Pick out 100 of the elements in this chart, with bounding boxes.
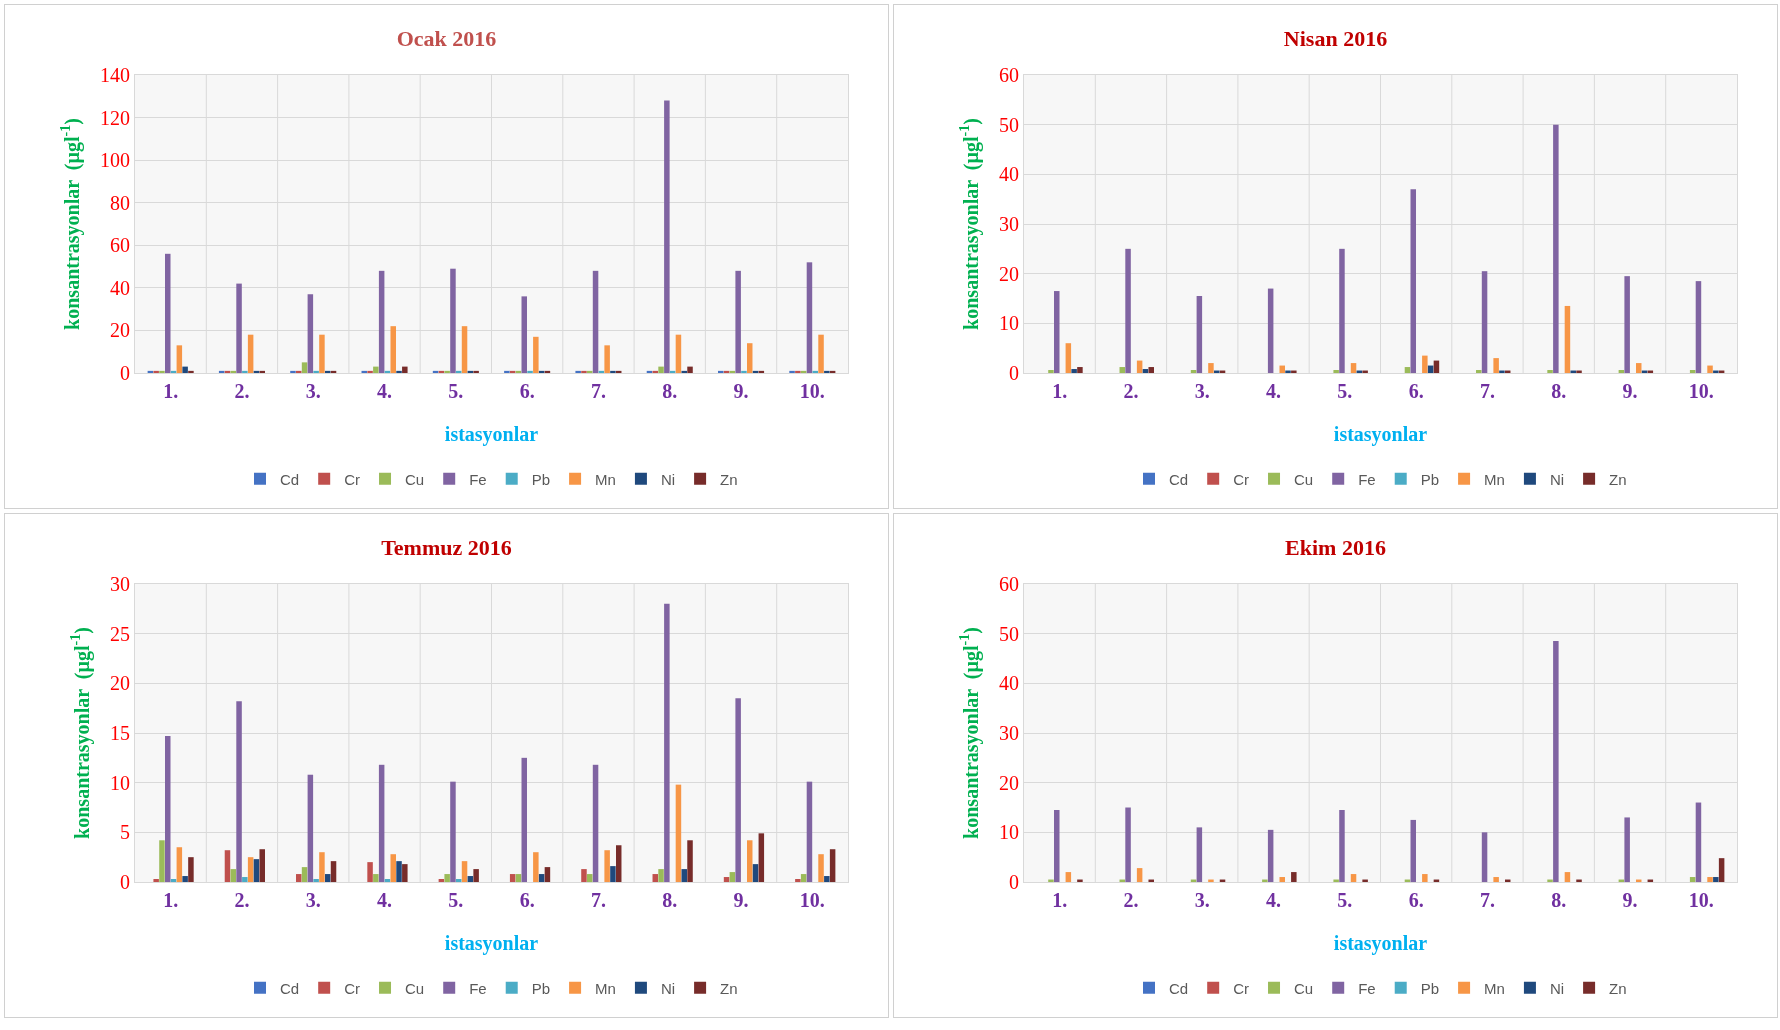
bar bbox=[735, 270, 741, 373]
legend-label: Fe bbox=[1358, 979, 1376, 997]
bar bbox=[824, 876, 830, 882]
bar bbox=[301, 362, 308, 373]
bar bbox=[1493, 358, 1499, 373]
chart-title: Ocak 2016 bbox=[396, 25, 497, 51]
legend-label: Pb bbox=[1420, 470, 1440, 488]
legend-label: Cr bbox=[1233, 470, 1250, 488]
bar bbox=[384, 879, 391, 882]
bar bbox=[1339, 809, 1345, 882]
bar bbox=[1618, 370, 1625, 373]
bar bbox=[159, 370, 165, 373]
legend-label: Zn bbox=[720, 979, 738, 997]
bar bbox=[1054, 809, 1060, 882]
bar bbox=[1481, 271, 1488, 373]
bar bbox=[367, 862, 373, 882]
y-tick-label: 20 bbox=[110, 319, 130, 342]
bar bbox=[587, 370, 593, 373]
bar bbox=[1553, 641, 1559, 882]
bar bbox=[450, 781, 456, 882]
bar bbox=[675, 784, 682, 882]
bar bbox=[444, 874, 450, 882]
x-tick-label: 6. bbox=[519, 380, 535, 402]
bar bbox=[527, 370, 533, 373]
x-tick-label: 3. bbox=[305, 889, 321, 911]
chart-title: Nisan 2016 bbox=[1283, 25, 1388, 51]
bar bbox=[746, 840, 753, 882]
bar bbox=[723, 877, 730, 882]
bar bbox=[1291, 872, 1297, 882]
bar bbox=[396, 861, 402, 882]
bar bbox=[615, 845, 622, 882]
bar bbox=[681, 370, 687, 373]
x-tick-label: 2. bbox=[234, 380, 250, 402]
x-tick-label: 9. bbox=[733, 889, 749, 911]
x-axis-title: istasyonlar bbox=[444, 422, 539, 446]
y-tick-label: 20 bbox=[110, 672, 130, 695]
x-tick-label: 6. bbox=[519, 889, 535, 911]
bar bbox=[253, 859, 260, 882]
bar bbox=[390, 854, 396, 882]
bar bbox=[247, 334, 254, 373]
bar bbox=[658, 366, 664, 373]
bar bbox=[1718, 858, 1725, 882]
bar bbox=[587, 874, 593, 882]
bar bbox=[230, 869, 237, 882]
legend-label: Zn bbox=[720, 470, 738, 488]
chart-title: Temmuz 2016 bbox=[381, 534, 512, 560]
bar bbox=[159, 840, 165, 882]
bar bbox=[818, 334, 824, 373]
y-tick-label: 120 bbox=[100, 106, 130, 129]
bar bbox=[1267, 288, 1274, 373]
bar bbox=[1707, 365, 1713, 373]
bar bbox=[247, 857, 254, 882]
legend-label: Cd bbox=[280, 470, 300, 488]
bar bbox=[1065, 872, 1072, 882]
bar bbox=[307, 294, 314, 373]
bar bbox=[170, 879, 177, 882]
legend-label: Fe bbox=[1358, 470, 1376, 488]
bar bbox=[296, 874, 302, 882]
bar bbox=[438, 879, 445, 882]
x-tick-label: 10. bbox=[1688, 889, 1714, 911]
y-tick-label: 40 bbox=[999, 672, 1019, 695]
x-tick-label: 4. bbox=[1266, 380, 1282, 402]
bar bbox=[741, 370, 747, 373]
x-tick-label: 7. bbox=[1479, 380, 1495, 402]
bar bbox=[444, 370, 450, 373]
x-tick-label: 8. bbox=[1551, 380, 1567, 402]
bar bbox=[758, 833, 765, 882]
bar bbox=[1333, 370, 1339, 373]
bar bbox=[242, 877, 248, 882]
x-tick-label: 2. bbox=[234, 889, 250, 911]
x-tick-label: 9. bbox=[1622, 889, 1638, 911]
y-tick-label: 10 bbox=[999, 312, 1019, 335]
bar bbox=[824, 370, 830, 373]
bar bbox=[182, 876, 188, 882]
x-tick-label: 7. bbox=[590, 380, 606, 402]
y-tick-label: 25 bbox=[110, 622, 130, 645]
bar bbox=[718, 370, 724, 373]
legend-label: Mn bbox=[1484, 979, 1505, 997]
y-tick-label: 0 bbox=[1009, 871, 1019, 893]
bar bbox=[1077, 367, 1083, 373]
bar bbox=[1048, 370, 1054, 373]
y-tick-label: 30 bbox=[999, 722, 1019, 744]
bar bbox=[1422, 355, 1428, 373]
bar bbox=[1267, 829, 1274, 882]
bar bbox=[402, 864, 408, 882]
x-tick-label: 4. bbox=[1266, 889, 1282, 911]
bar bbox=[1564, 305, 1571, 373]
bar bbox=[330, 861, 337, 882]
x-axis-title: istasyonlar bbox=[1333, 422, 1428, 446]
legend-label: Pb bbox=[531, 470, 551, 488]
bar bbox=[515, 874, 522, 882]
bar bbox=[402, 366, 408, 373]
bar bbox=[319, 334, 325, 373]
bar bbox=[664, 603, 670, 882]
legend-label: Pb bbox=[1420, 979, 1440, 997]
x-tick-label: 8. bbox=[662, 380, 678, 402]
bar bbox=[829, 849, 836, 882]
bar bbox=[176, 847, 183, 882]
bar bbox=[504, 370, 510, 373]
bar bbox=[581, 370, 587, 373]
